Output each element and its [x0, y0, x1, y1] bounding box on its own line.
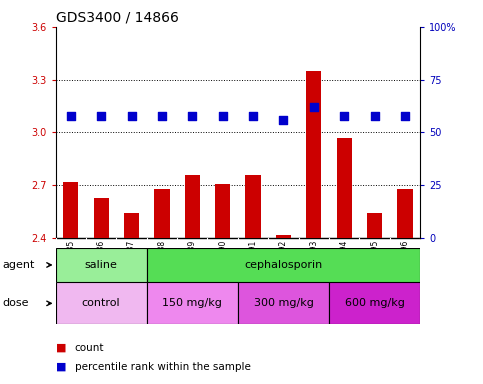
Text: GSM253593: GSM253593	[309, 240, 318, 286]
Point	[401, 113, 409, 119]
Text: GSM253591: GSM253591	[249, 240, 257, 286]
Text: GSM253589: GSM253589	[188, 240, 197, 286]
Bar	[185, 175, 200, 238]
Text: GSM253595: GSM253595	[370, 240, 379, 286]
Bar	[147, 248, 420, 282]
Text: ■: ■	[56, 362, 66, 372]
Bar	[238, 282, 329, 324]
Point	[371, 113, 379, 119]
Text: agent: agent	[2, 260, 35, 270]
Bar	[147, 282, 238, 324]
Bar	[329, 282, 420, 324]
Text: GDS3400 / 14866: GDS3400 / 14866	[56, 10, 178, 24]
Text: saline: saline	[85, 260, 117, 270]
Text: GSM253590: GSM253590	[218, 240, 227, 286]
Point	[249, 113, 257, 119]
Text: GSM253594: GSM253594	[340, 240, 349, 286]
Point	[67, 113, 74, 119]
Bar	[56, 248, 147, 282]
Point	[158, 113, 166, 119]
Bar	[56, 282, 147, 324]
Text: GSM253585: GSM253585	[66, 240, 75, 286]
Point	[219, 113, 227, 119]
Bar	[367, 214, 382, 238]
Point	[310, 104, 318, 110]
Bar	[337, 138, 352, 238]
Text: GSM253587: GSM253587	[127, 240, 136, 286]
Point	[341, 113, 348, 119]
Text: dose: dose	[2, 298, 29, 308]
Bar	[63, 182, 78, 238]
Text: GSM253586: GSM253586	[97, 240, 106, 286]
Bar	[124, 214, 139, 238]
Text: 600 mg/kg: 600 mg/kg	[345, 298, 405, 308]
Text: cephalosporin: cephalosporin	[244, 260, 323, 270]
Point	[188, 113, 196, 119]
Text: GSM253588: GSM253588	[157, 240, 167, 286]
Point	[97, 113, 105, 119]
Point	[128, 113, 135, 119]
Bar	[398, 189, 412, 238]
Bar	[94, 198, 109, 238]
Point	[280, 117, 287, 123]
Bar	[245, 175, 261, 238]
Text: count: count	[75, 343, 104, 353]
Text: ■: ■	[56, 343, 66, 353]
Bar	[306, 71, 322, 238]
Text: GSM253592: GSM253592	[279, 240, 288, 286]
Text: 150 mg/kg: 150 mg/kg	[162, 298, 222, 308]
Text: control: control	[82, 298, 120, 308]
Bar	[276, 235, 291, 238]
Bar	[215, 184, 230, 238]
Text: percentile rank within the sample: percentile rank within the sample	[75, 362, 251, 372]
Text: GSM253596: GSM253596	[400, 240, 410, 286]
Text: 300 mg/kg: 300 mg/kg	[254, 298, 313, 308]
Bar	[154, 189, 170, 238]
